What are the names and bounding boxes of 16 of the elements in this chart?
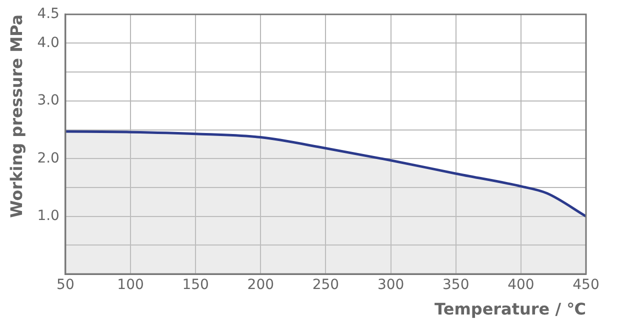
y-tick-label: 2.0	[37, 150, 60, 166]
y-tick-label: 4.0	[37, 34, 60, 51]
x-axis-title: Temperature / ℃	[434, 300, 586, 319]
x-tick-label: 150	[182, 277, 209, 294]
y-axis-title: Working pressure MPa	[6, 14, 26, 218]
x-tick-label: 300	[377, 277, 404, 294]
x-tick-label: 200	[247, 277, 274, 294]
y-tick-label: 1.0	[37, 208, 60, 224]
x-tick-label: 350	[442, 277, 470, 294]
x-tick-label: 400	[508, 277, 534, 294]
x-tick-label: 100	[117, 277, 144, 294]
x-tick-label: 450	[572, 277, 600, 294]
y-tick-label: 4.5	[37, 6, 60, 22]
y-tick-label: 3.0	[37, 92, 60, 109]
x-tick-label: 50	[56, 277, 74, 294]
x-tick-label: 250	[312, 277, 340, 294]
